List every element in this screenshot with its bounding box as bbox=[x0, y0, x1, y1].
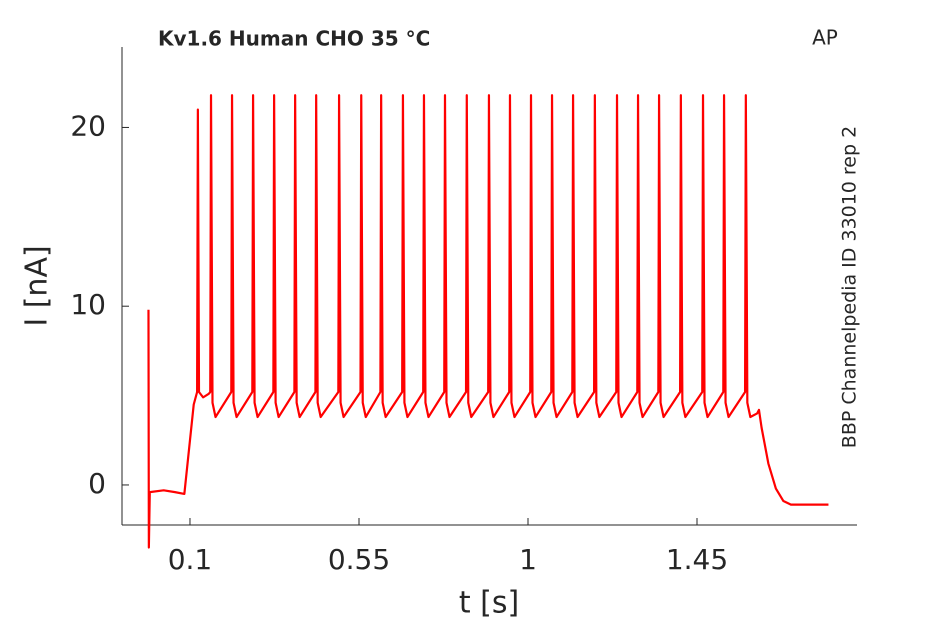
x-tick-label: 0.55 bbox=[328, 543, 390, 576]
chart-title: Kv1.6 Human CHO 35 °C bbox=[158, 27, 430, 51]
y-axis-label: I [nA] bbox=[20, 245, 55, 326]
annotation: AP bbox=[812, 26, 838, 50]
x-tick-label: 0.1 bbox=[168, 543, 213, 576]
y-tick-label: 0 bbox=[88, 467, 106, 500]
line bbox=[147, 94, 829, 549]
y-tick-label: 10 bbox=[70, 288, 106, 321]
y-tick-label: 20 bbox=[70, 109, 106, 142]
x-axis-label: t [s] bbox=[459, 586, 519, 621]
x-tick-label: 1.45 bbox=[666, 543, 728, 576]
annotation: BBP Channelpedia ID 33010 rep 2 bbox=[839, 126, 861, 448]
x-tick-label: 1 bbox=[519, 543, 537, 576]
